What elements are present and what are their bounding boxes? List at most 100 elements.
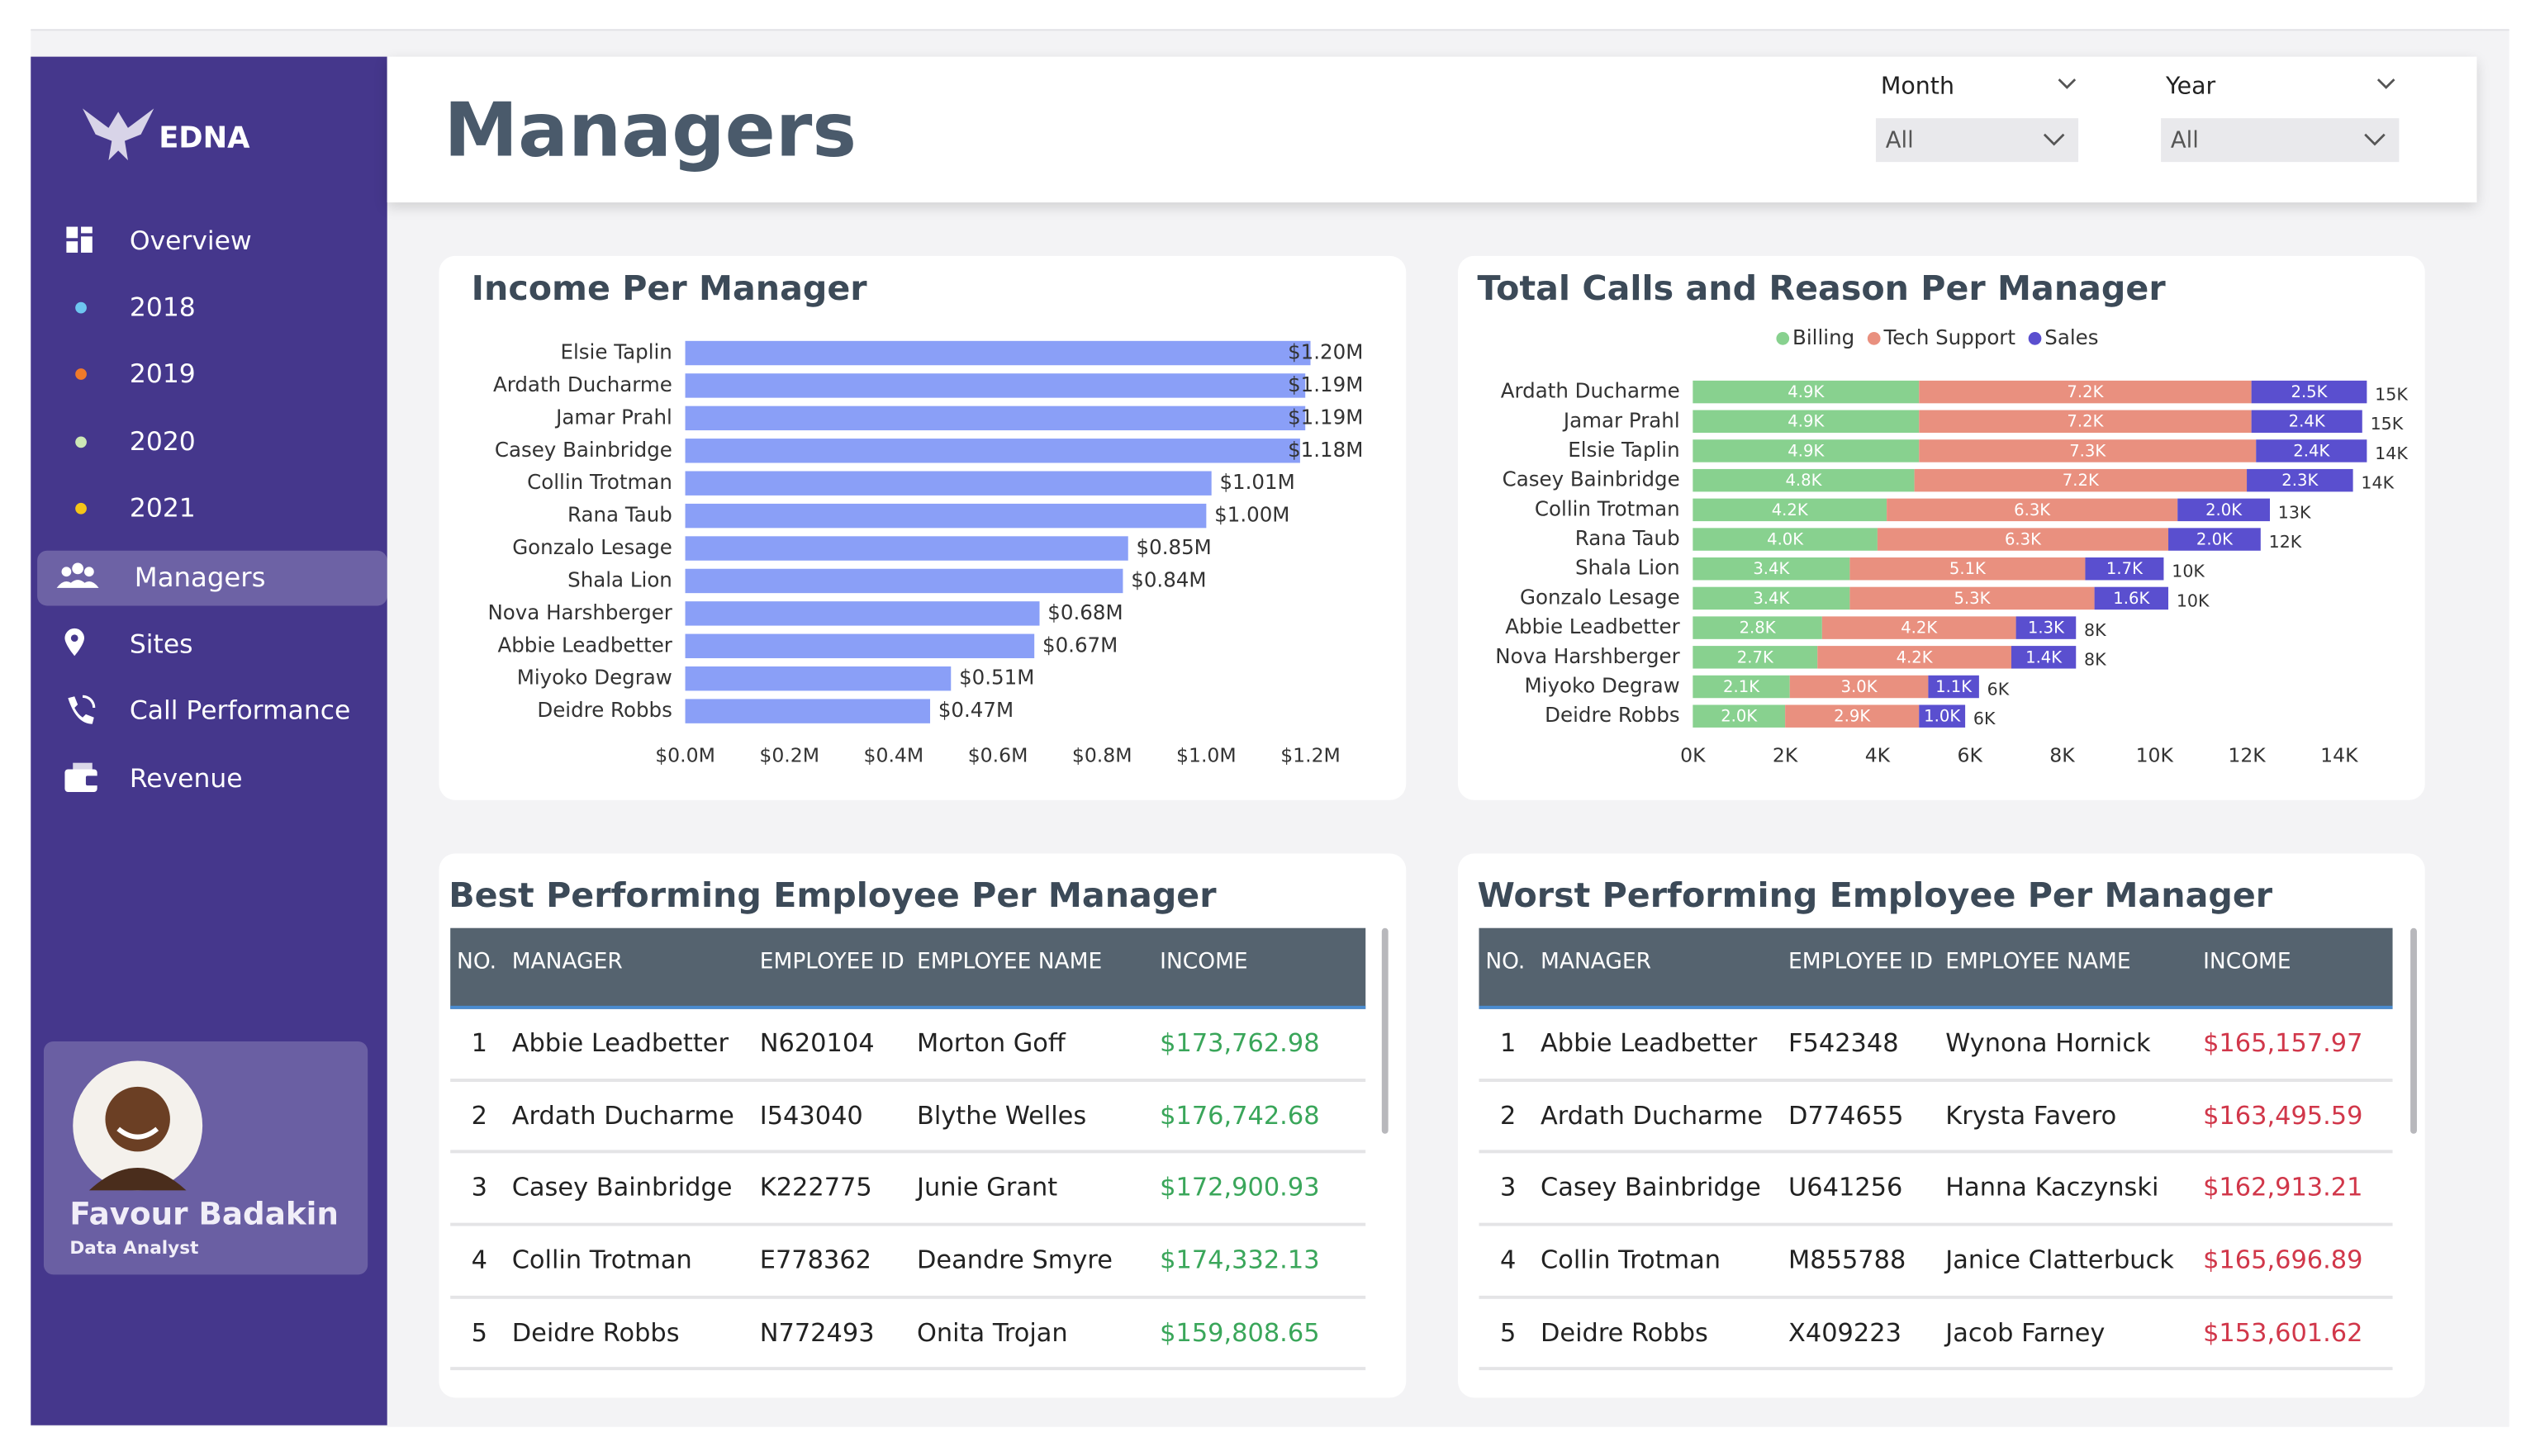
table-cell: Morton Goff — [916, 1028, 1066, 1058]
bar-segment — [2015, 616, 2077, 639]
nav-label[interactable]: Revenue — [129, 762, 243, 794]
filter-dropdown[interactable]: All — [2161, 118, 2400, 163]
value-label: $1.20M — [1288, 340, 1363, 364]
segment-label: 5.1K — [1949, 559, 1987, 578]
total-label: 14K — [2375, 443, 2408, 463]
x-tick-label: 8K — [2049, 743, 2075, 766]
table-cell: Abbie Leadbetter — [511, 1028, 729, 1058]
bar-segment — [1693, 616, 1822, 639]
bar-segment — [2011, 646, 2077, 669]
table-cell: Onita Trojan — [916, 1317, 1068, 1348]
table-cell: 1 — [1499, 1028, 1517, 1058]
chart-title: Income Per Manager — [471, 268, 867, 308]
logo — [83, 108, 154, 161]
bar-segment — [1693, 675, 1790, 699]
total-label: 14K — [2361, 473, 2394, 493]
category-label: Elsie Taplin — [1568, 438, 1679, 462]
x-tick-label: 6K — [1958, 743, 1983, 766]
total-label: 8K — [2084, 620, 2106, 640]
nav-item[interactable]: 2019 — [31, 347, 387, 402]
column-header: EMPLOYEE ID — [759, 949, 904, 975]
bar-segment — [2251, 380, 2367, 404]
nav-item[interactable]: 2021 — [31, 481, 387, 536]
filter-value[interactable]: All — [1885, 127, 1914, 154]
category-label: Ardath Ducharme — [493, 372, 672, 396]
table-row: 5 Deidre Robbs X409223 Jacob Farney $153,601… — [1479, 1298, 2393, 1372]
table-cell: Collin Trotman — [1541, 1245, 1721, 1275]
nav-item[interactable]: Overview — [31, 214, 387, 269]
category-label: Jamar Prahl — [1562, 408, 1680, 432]
segment-label: 4.9K — [1787, 412, 1825, 431]
bar-segment — [2168, 528, 2261, 551]
table-row: 1 Abbie Leadbetter N620104 Morton Goff $173,… — [450, 1009, 1366, 1082]
table-cell: Wynona Hornick — [1945, 1028, 2151, 1058]
table-cell: Casey Bainbridge — [511, 1173, 733, 1202]
filter-value[interactable]: All — [2170, 127, 2199, 154]
table-cell: Deidre Robbs — [1541, 1317, 1708, 1348]
value-label: $0.67M — [1042, 633, 1118, 657]
table-cell: U641256 — [1788, 1173, 1903, 1202]
x-tick-label: $0.4M — [864, 743, 924, 766]
nav-item[interactable]: Call Performance — [31, 684, 387, 739]
table-cell: 5 — [471, 1317, 488, 1348]
segment-label: 2.4K — [2293, 441, 2330, 460]
nav-label[interactable]: Overview — [129, 225, 252, 256]
scrollbar — [1381, 927, 1389, 1134]
filter-dropdown[interactable]: All — [1875, 118, 2079, 163]
filter-label: Month — [1880, 74, 1954, 101]
table-cell: M855788 — [1788, 1245, 1906, 1275]
bar — [685, 536, 1128, 561]
bar-segment — [1919, 704, 1966, 728]
table-cell: $173,762.98 — [1160, 1028, 1320, 1058]
category-label: Casey Bainbridge — [495, 438, 672, 462]
table-row: 3 Casey Bainbridge K222775 Junie Grant $172,… — [450, 1154, 1366, 1226]
table-cell: 3 — [471, 1173, 488, 1202]
nav-item[interactable]: Revenue — [31, 752, 387, 807]
table-cell: Collin Trotman — [511, 1245, 692, 1275]
category-label: Nova Harshberger — [487, 600, 672, 624]
segment-label: 2.4K — [2289, 412, 2326, 431]
nav-item[interactable]: 2018 — [31, 280, 387, 335]
nav-item-active[interactable]: Managers — [37, 550, 387, 606]
nav-item[interactable]: 2020 — [31, 415, 387, 470]
segment-label: 1.6K — [2113, 589, 2150, 608]
table-cell: $162,913.21 — [2203, 1173, 2363, 1202]
total-label: 10K — [2172, 562, 2205, 581]
nav-label[interactable]: 2021 — [129, 492, 196, 524]
table-cell: Abbie Leadbetter — [1541, 1028, 1758, 1058]
table-title: Worst Performing Employee Per Manager — [1477, 875, 2273, 916]
scrollbar — [2410, 927, 2417, 1134]
bar-segment — [2094, 586, 2169, 610]
table-header: NO. MANAGER EMPLOYEE ID EMPLOYEE NAME INCOME — [1479, 927, 2393, 1009]
table-cell: E778362 — [759, 1245, 872, 1275]
bar-segment — [1693, 439, 1920, 462]
table-cell: $176,742.68 — [1160, 1100, 1320, 1131]
nav-label[interactable]: 2020 — [129, 425, 196, 458]
segment-label: 2.0K — [2196, 530, 2234, 549]
column-header: INCOME — [1160, 949, 1248, 975]
table-cell: $159,808.65 — [1160, 1317, 1320, 1348]
x-tick-label: 10K — [2136, 743, 2174, 766]
brand: EDNA — [159, 121, 250, 156]
bar-segment — [1919, 380, 2252, 404]
segment-label: 4.8K — [1785, 471, 1822, 490]
bar — [685, 633, 1035, 658]
nav-label[interactable]: Managers — [134, 562, 266, 593]
nav-item[interactable]: Sites — [31, 617, 387, 672]
table-cell: $153,601.62 — [2203, 1317, 2363, 1348]
profile-role: Data Analyst — [69, 1237, 199, 1259]
nav-label[interactable]: 2019 — [129, 358, 196, 389]
bar-segment — [1914, 468, 2248, 492]
table-cell: 4 — [471, 1245, 488, 1275]
nav-label[interactable]: Call Performance — [129, 695, 351, 726]
table-row: 3 Casey Bainbridge U641256 Hanna Kaczynski $… — [1479, 1154, 2393, 1226]
segment-label: 6.3K — [2005, 530, 2042, 549]
table-row: 2 Ardath Ducharme I543040 Blythe Welles $176… — [450, 1081, 1366, 1155]
category-label: Jamar Prahl — [554, 405, 672, 429]
sidebar: EDNA Overview 2018 2019 2020 2021 Manage… — [31, 56, 387, 1425]
nav-label[interactable]: 2018 — [129, 291, 196, 323]
category-label: Shala Lion — [567, 567, 672, 591]
table-cell: Deandre Smyre — [916, 1245, 1113, 1275]
nav-label[interactable]: Sites — [129, 628, 193, 660]
